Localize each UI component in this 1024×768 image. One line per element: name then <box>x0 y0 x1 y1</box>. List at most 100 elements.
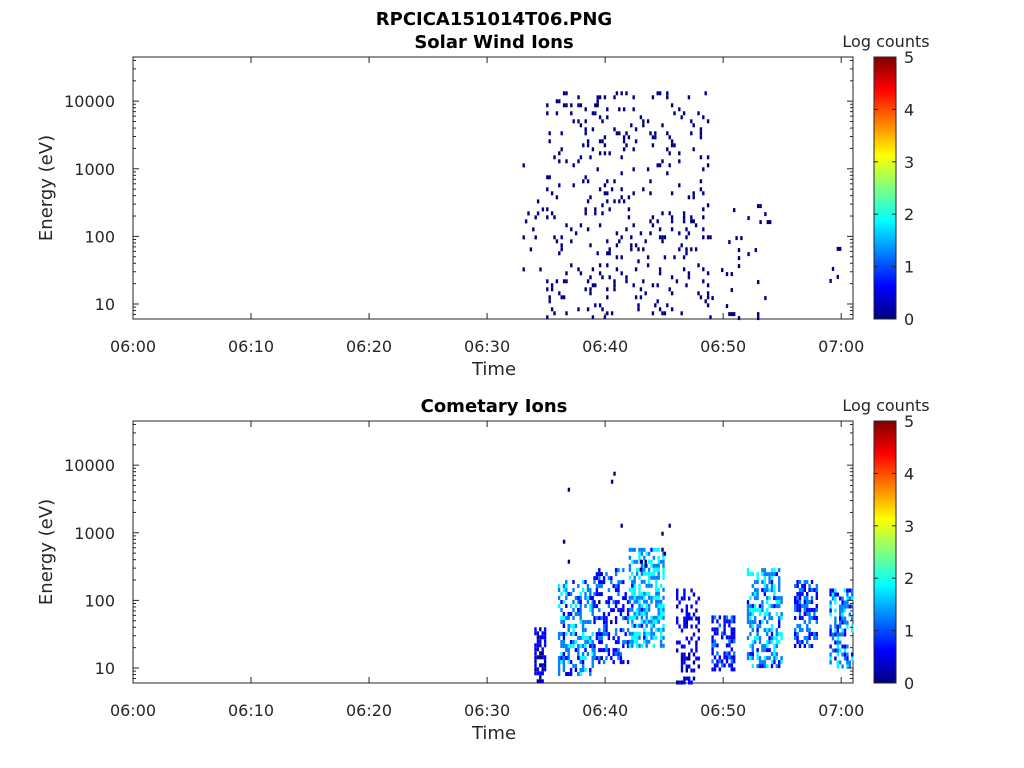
heatmap-cell <box>567 628 570 632</box>
heatmap-cell <box>733 639 736 644</box>
heatmap-cell <box>608 207 611 212</box>
heatmap-cell <box>602 632 606 637</box>
heatmap-cell <box>655 627 658 632</box>
heatmap-cell <box>643 639 646 644</box>
heatmap-cell <box>584 596 587 600</box>
heatmap-cell <box>690 247 693 252</box>
heatmap-cell <box>631 583 634 588</box>
heatmap-cell <box>848 664 851 669</box>
x-tick-label: 06:40 <box>582 701 628 720</box>
heatmap-cell <box>631 595 634 600</box>
heatmap-cell <box>610 608 613 613</box>
heatmap-cell <box>613 127 616 132</box>
heatmap-cell <box>598 572 601 577</box>
heatmap-cell <box>723 663 726 668</box>
heatmap-cell <box>619 656 623 661</box>
heatmap-cell <box>806 600 809 604</box>
heatmap-cell <box>643 619 646 624</box>
heatmap-cell <box>607 604 611 609</box>
heatmap-cell <box>560 600 563 604</box>
heatmap-cell <box>606 179 609 184</box>
heatmap-cell <box>594 207 597 212</box>
heatmap-cell <box>562 600 566 604</box>
heatmap-cell <box>831 632 835 637</box>
heatmap-cell <box>631 559 634 564</box>
heatmap-cell <box>751 648 754 653</box>
heatmap-cell <box>815 604 818 608</box>
heatmap-cell <box>558 151 561 156</box>
heatmap-cell <box>619 608 623 613</box>
heatmap-cell <box>637 259 640 264</box>
heatmap-cell <box>610 596 613 601</box>
heatmap-cell <box>534 215 537 220</box>
heatmap-cell <box>746 652 750 657</box>
heatmap-cell <box>658 163 662 168</box>
heatmap-cell <box>746 604 750 609</box>
heatmap-cell <box>536 655 540 660</box>
heatmap-cell <box>806 624 809 628</box>
heatmap-cell <box>574 632 578 636</box>
heatmap-cell <box>801 628 804 632</box>
heatmap-cell <box>539 651 542 656</box>
heatmap-cell <box>851 616 854 621</box>
heatmap-cell <box>768 648 771 653</box>
heatmap-cell <box>682 111 686 116</box>
heatmap-cell <box>661 531 664 536</box>
heatmap-cell <box>630 247 633 252</box>
heatmap-cell <box>572 616 575 620</box>
heatmap-cell <box>646 263 650 268</box>
heatmap-cell <box>688 656 691 661</box>
heatmap-cell <box>608 151 611 156</box>
heatmap-cell <box>680 644 684 649</box>
heatmap-cell <box>618 199 621 204</box>
heatmap-cell <box>680 608 684 613</box>
heatmap-cell <box>662 571 665 576</box>
heatmap-cell <box>794 608 797 612</box>
heatmap-cell <box>661 159 664 164</box>
heatmap-cell <box>622 608 625 613</box>
heatmap-cell <box>591 652 594 656</box>
heatmap-cell <box>652 555 656 560</box>
heatmap-cell <box>591 267 595 272</box>
heatmap-cell <box>652 575 656 580</box>
heatmap-cell <box>730 619 733 624</box>
heatmap-cell <box>702 207 705 212</box>
heatmap-cell <box>730 647 733 652</box>
heatmap-cell <box>643 555 646 560</box>
heatmap-cell <box>591 604 594 608</box>
heatmap-cell <box>605 632 608 637</box>
heatmap-cell <box>567 559 571 564</box>
heatmap-cell <box>716 627 719 632</box>
heatmap-cell <box>553 235 556 240</box>
heatmap-cell <box>548 295 551 300</box>
heatmap-cell <box>730 659 733 664</box>
heatmap-cell <box>579 656 582 660</box>
heatmap-cell <box>625 227 628 232</box>
heatmap-cell <box>650 623 653 628</box>
heatmap-cell <box>598 580 601 585</box>
y-tick-label: 10 <box>95 295 115 314</box>
heatmap-cell <box>634 139 638 144</box>
heatmap-cell <box>751 584 754 589</box>
heatmap-cell <box>803 584 806 588</box>
heatmap-cell <box>655 583 658 588</box>
heatmap-cell <box>598 271 602 276</box>
heatmap-cell <box>594 211 597 216</box>
heatmap-cell <box>798 628 802 632</box>
heatmap-cell <box>770 568 774 573</box>
heatmap-cell <box>813 588 816 592</box>
heatmap-cell <box>647 559 651 564</box>
heatmap-cell <box>539 643 542 648</box>
heatmap-cell <box>631 603 634 608</box>
heatmap-cell <box>808 628 811 632</box>
heatmap-cell <box>796 596 799 600</box>
heatmap-cell <box>650 635 653 640</box>
heatmap-cell <box>635 595 639 600</box>
heatmap-cell <box>579 668 582 672</box>
heatmap-cell <box>803 636 806 640</box>
heatmap-cell <box>598 640 601 645</box>
heatmap-cell <box>572 580 575 584</box>
heatmap-cell <box>607 576 611 581</box>
heatmap-cell <box>848 612 851 617</box>
heatmap-cell <box>697 616 700 621</box>
